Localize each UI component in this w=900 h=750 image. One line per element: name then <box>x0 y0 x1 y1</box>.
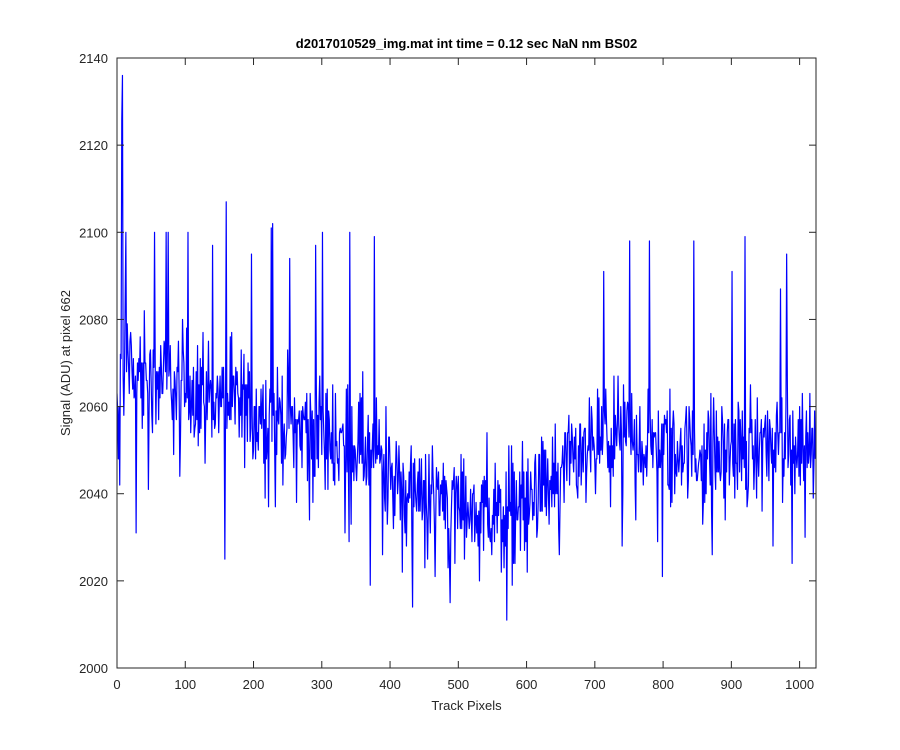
axes: 0 100 200 300 400 500 600 700 800 900 1000 2000 2020… <box>79 51 817 692</box>
x-tick-label: 400 <box>379 677 401 692</box>
line-layer <box>117 74 816 621</box>
x-tick-label: 800 <box>652 677 674 692</box>
x-tick-label: 300 <box>311 677 333 692</box>
y-axis-label: Signal (ADU) at pixel 662 <box>58 290 73 436</box>
x-tick-label: 100 <box>174 677 196 692</box>
y-tick-label: 2060 <box>79 400 108 415</box>
series-line <box>117 74 816 621</box>
y-tick-label: 2040 <box>79 487 108 502</box>
plot-area <box>117 58 816 668</box>
x-tick-label: 0 <box>113 677 120 692</box>
y-tick-label: 2120 <box>79 138 108 153</box>
x-axis-label: Track Pixels <box>431 698 502 713</box>
x-tick-label: 1000 <box>785 677 814 692</box>
chart-title: d2017010529_img.mat int time = 0.12 sec … <box>296 36 637 51</box>
y-tick-label: 2100 <box>79 225 108 240</box>
y-tick-label: 2020 <box>79 574 108 589</box>
y-tick-label: 2080 <box>79 312 108 327</box>
x-tick-label: 500 <box>447 677 469 692</box>
axes-box <box>116 57 817 669</box>
x-tick-label: 600 <box>516 677 538 692</box>
y-tick-label: 2140 <box>79 51 108 66</box>
tick-layer: 0 100 200 300 400 500 600 700 800 900 1000 2000 2020… <box>79 51 816 692</box>
x-tick-label: 900 <box>721 677 743 692</box>
x-tick-label: 200 <box>243 677 265 692</box>
x-tick-label: 700 <box>584 677 606 692</box>
y-tick-label: 2000 <box>79 661 108 676</box>
